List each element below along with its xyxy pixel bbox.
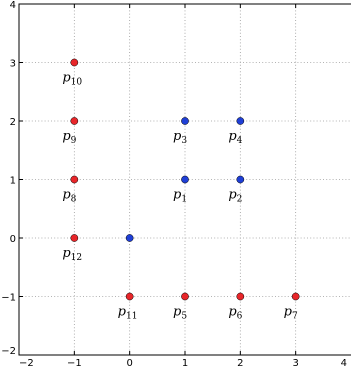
y-tick-label: 1 bbox=[10, 176, 16, 187]
x-tick-label: 2 bbox=[237, 358, 243, 369]
point-label-p7: p7 bbox=[284, 305, 298, 322]
point-labels: p1 p2 p3 p4 p5 p6 p7 p8 p9 p10 p11 p12 bbox=[62, 71, 298, 322]
point-p10 bbox=[70, 58, 79, 67]
x-tick-label: −1 bbox=[67, 358, 82, 369]
point-p5 bbox=[181, 292, 189, 301]
point-p2 bbox=[236, 175, 245, 184]
point-label-p3: p3 bbox=[173, 129, 187, 146]
point-p8 bbox=[70, 175, 79, 184]
y-tick-label: −1 bbox=[1, 293, 16, 304]
y-tick-label: 4 bbox=[10, 0, 16, 11]
point-label-p12: p12 bbox=[62, 246, 82, 263]
point-label-p9: p9 bbox=[62, 129, 76, 146]
point-label-p2: p2 bbox=[228, 188, 242, 205]
point-p9 bbox=[70, 117, 79, 125]
point-label-p5: p5 bbox=[173, 305, 187, 322]
point-p12 bbox=[70, 234, 79, 242]
x-tick-label: −2 bbox=[19, 358, 34, 369]
point-p11 bbox=[125, 292, 134, 301]
point-p6 bbox=[236, 292, 245, 301]
x-tick-label: 4 bbox=[341, 358, 347, 369]
x-tick-label: 1 bbox=[182, 358, 188, 369]
point-unlabeled bbox=[125, 234, 134, 242]
y-tick-label: 2 bbox=[10, 117, 16, 128]
point-p4 bbox=[236, 117, 245, 125]
x-tick-label: 0 bbox=[126, 358, 132, 369]
point-p3 bbox=[181, 117, 189, 125]
point-label-p8: p8 bbox=[62, 188, 76, 205]
point-label-p11: p11 bbox=[118, 305, 138, 322]
point-label-p10: p10 bbox=[62, 71, 82, 88]
point-p7 bbox=[291, 292, 300, 301]
point-label-p4: p4 bbox=[228, 129, 242, 146]
point-label-p1: p1 bbox=[173, 188, 187, 205]
x-tick-label: 3 bbox=[292, 358, 298, 369]
point-label-p6: p6 bbox=[228, 305, 242, 322]
data-points bbox=[70, 58, 300, 301]
y-tick-label: −2 bbox=[1, 346, 16, 357]
point-p1 bbox=[181, 175, 189, 184]
y-tick-label: 3 bbox=[10, 59, 16, 70]
y-tick-label: 0 bbox=[10, 234, 16, 245]
ticks: −2 −1 0 1 2 3 4 −2 −1 0 1 2 3 4 bbox=[1, 0, 347, 369]
